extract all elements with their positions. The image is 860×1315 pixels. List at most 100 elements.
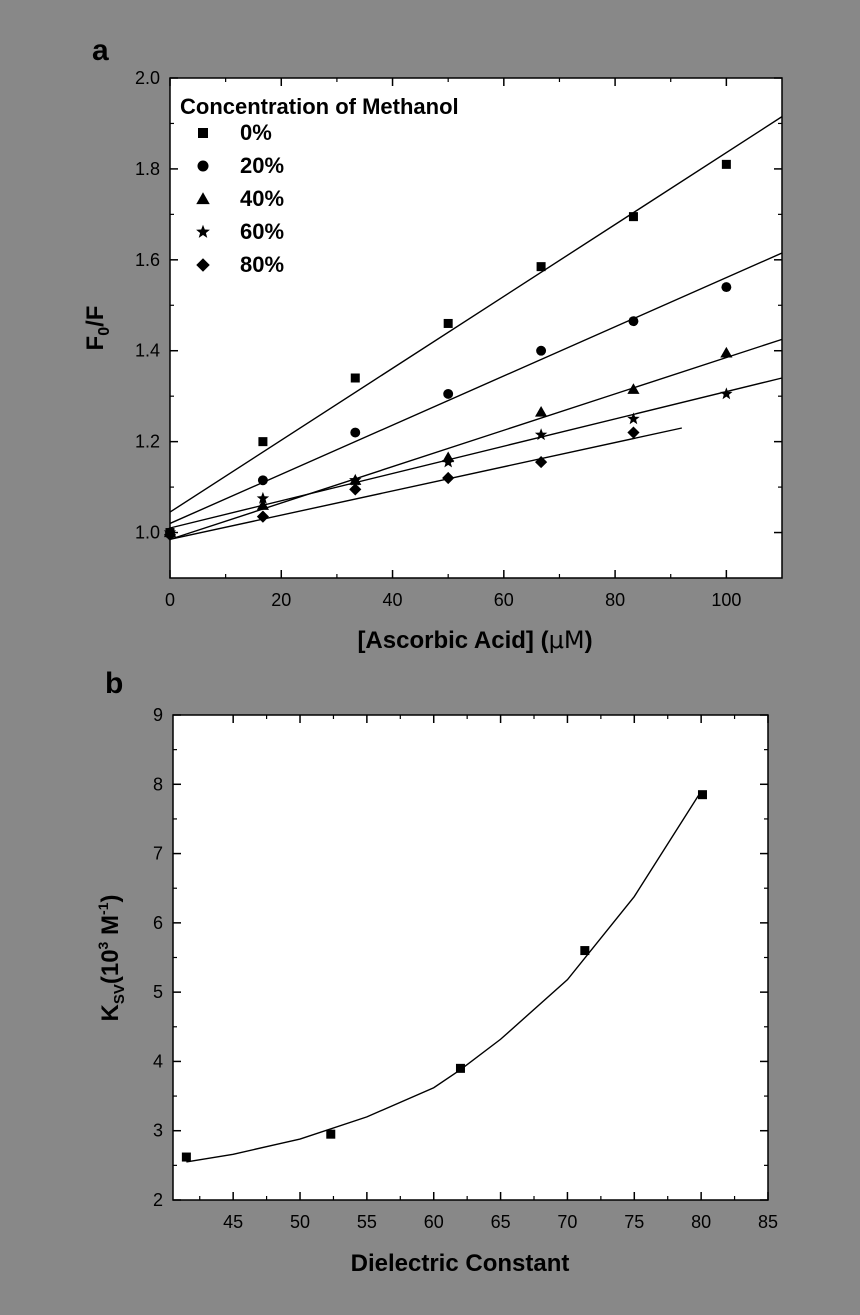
legend-label-60pct: 60% bbox=[240, 219, 284, 244]
data-point-0pct bbox=[350, 373, 360, 383]
panel-b-y-title-unit: M bbox=[97, 915, 124, 942]
fit-line-Ksv bbox=[186, 790, 702, 1163]
data-point-20pct bbox=[443, 388, 454, 399]
panel-b-fit-curve bbox=[186, 790, 702, 1163]
data-point-0pct bbox=[258, 437, 268, 447]
legend-marker-40pct bbox=[196, 192, 210, 205]
x-tick-label: 80 bbox=[605, 590, 625, 610]
legend-marker-20pct bbox=[197, 160, 209, 172]
panel-b-y-title-sub: SV bbox=[111, 984, 128, 1004]
x-tick-label: 60 bbox=[424, 1212, 444, 1232]
panel-b-data-points bbox=[181, 790, 707, 1162]
data-point-80pct bbox=[163, 528, 177, 541]
legend-label-20pct: 20% bbox=[240, 153, 284, 178]
data-point-80pct bbox=[349, 483, 362, 496]
data-point-60pct bbox=[534, 428, 548, 441]
legend-label-0pct: 0% bbox=[240, 120, 272, 145]
data-point-80pct bbox=[627, 426, 640, 439]
data-point-20pct bbox=[257, 475, 268, 486]
y-tick-label: 2 bbox=[153, 1190, 163, 1210]
legend-label-80pct: 80% bbox=[240, 252, 284, 277]
legend-title: Concentration of Methanol bbox=[180, 94, 459, 119]
data-point-40pct bbox=[256, 499, 269, 510]
x-tick-label: 0 bbox=[165, 590, 175, 610]
panel-a-label: a bbox=[92, 34, 109, 67]
data-point-40pct bbox=[535, 406, 548, 417]
x-tick-label: 20 bbox=[271, 590, 291, 610]
y-tick-label: 1.2 bbox=[135, 432, 160, 452]
data-point-20pct bbox=[350, 427, 361, 438]
y-tick-label: 9 bbox=[153, 705, 163, 725]
y-tick-label: 1.8 bbox=[135, 159, 160, 179]
y-tick-label: 2.0 bbox=[135, 68, 160, 88]
panel-a-y-title-main: F bbox=[82, 336, 109, 351]
y-tick-label: 8 bbox=[153, 774, 163, 794]
panel-a-x-title-close: ) bbox=[585, 627, 593, 654]
data-point-80pct bbox=[535, 456, 548, 469]
x-tick-label: 70 bbox=[557, 1212, 577, 1232]
x-tick-label: 50 bbox=[290, 1212, 310, 1232]
data-point-Ksv bbox=[181, 1152, 191, 1162]
legend-marker-0pct bbox=[198, 128, 208, 138]
fit-line-80pct bbox=[169, 427, 682, 541]
data-point-Ksv bbox=[697, 790, 707, 800]
data-point-60pct bbox=[349, 473, 362, 486]
panel-a-fit-lines bbox=[169, 116, 783, 541]
panel-a-ticks: 0 20 40 60 80 100 1.0 1.2 1.4 1.6 1.8 2.0 bbox=[135, 68, 782, 610]
panel-a-x-axis-title: [Ascorbic Acid] (μM) bbox=[357, 626, 592, 654]
x-tick-label: 60 bbox=[494, 590, 514, 610]
panel-b-y-title-mid: (10 bbox=[97, 949, 124, 984]
panel-a-x-title-unit: μM bbox=[549, 626, 585, 654]
x-tick-label: 40 bbox=[383, 590, 403, 610]
data-point-20pct bbox=[628, 316, 639, 327]
panel-a-plot-area bbox=[169, 77, 783, 579]
panel-a-legend: Concentration of Methanol 0% 20% 40% 60% 80% bbox=[180, 94, 459, 277]
panel-b-y-title-sup2: -1 bbox=[95, 902, 111, 915]
data-point-40pct bbox=[627, 383, 640, 394]
data-point-Ksv bbox=[580, 946, 590, 956]
legend-marker-80pct bbox=[196, 258, 210, 272]
panel-a-y-axis-title: F0/F bbox=[82, 306, 113, 351]
panel-a-x-title-main: [Ascorbic Acid] ( bbox=[357, 627, 548, 654]
x-tick-label: 80 bbox=[691, 1212, 711, 1232]
y-tick-label: 4 bbox=[153, 1051, 163, 1071]
y-tick-label: 6 bbox=[153, 913, 163, 933]
data-point-Ksv bbox=[326, 1129, 336, 1139]
panel-b-y-title-sup1: 3 bbox=[95, 941, 111, 949]
data-point-20pct bbox=[536, 345, 547, 356]
y-tick-label: 3 bbox=[153, 1121, 163, 1141]
y-tick-label: 1.0 bbox=[135, 523, 160, 543]
data-point-0pct bbox=[721, 159, 731, 169]
x-tick-label: 100 bbox=[711, 590, 741, 610]
panel-b-label: b bbox=[105, 667, 123, 700]
data-point-80pct bbox=[442, 471, 455, 485]
data-point-0pct bbox=[443, 318, 453, 328]
y-tick-label: 7 bbox=[153, 844, 163, 864]
data-point-20pct bbox=[721, 282, 732, 293]
panel-b-y-title-main: K bbox=[97, 1003, 124, 1021]
data-point-60pct bbox=[441, 455, 455, 468]
data-point-60pct bbox=[256, 491, 270, 504]
x-tick-label: 45 bbox=[223, 1212, 243, 1232]
x-tick-label: 85 bbox=[758, 1212, 778, 1232]
y-tick-label: 1.4 bbox=[135, 341, 160, 361]
panel-b-plot-area bbox=[172, 714, 769, 1201]
fit-line-60pct bbox=[169, 377, 783, 529]
legend-items: 0% 20% 40% 60% 80% bbox=[196, 120, 284, 277]
panel-a-data-points bbox=[163, 159, 733, 541]
x-tick-label: 75 bbox=[624, 1212, 644, 1232]
data-point-80pct bbox=[256, 510, 269, 523]
data-point-0pct bbox=[628, 212, 638, 222]
legend-marker-60pct bbox=[196, 224, 210, 238]
data-point-60pct bbox=[720, 387, 733, 400]
panel-b-y-axis-title: KSV(103 M-1) bbox=[95, 895, 128, 1022]
x-tick-label: 65 bbox=[491, 1212, 511, 1232]
data-point-40pct bbox=[720, 346, 733, 358]
panel-b-x-axis-title: Dielectric Constant bbox=[351, 1250, 570, 1277]
data-point-Ksv bbox=[455, 1063, 465, 1073]
fit-line-40pct bbox=[169, 338, 783, 541]
y-tick-label: 5 bbox=[153, 982, 163, 1002]
panel-a: a 0 20 40 60 80 100 1.0 1.2 1.4 1.6 1.8 2.0 Concent… bbox=[82, 34, 783, 654]
